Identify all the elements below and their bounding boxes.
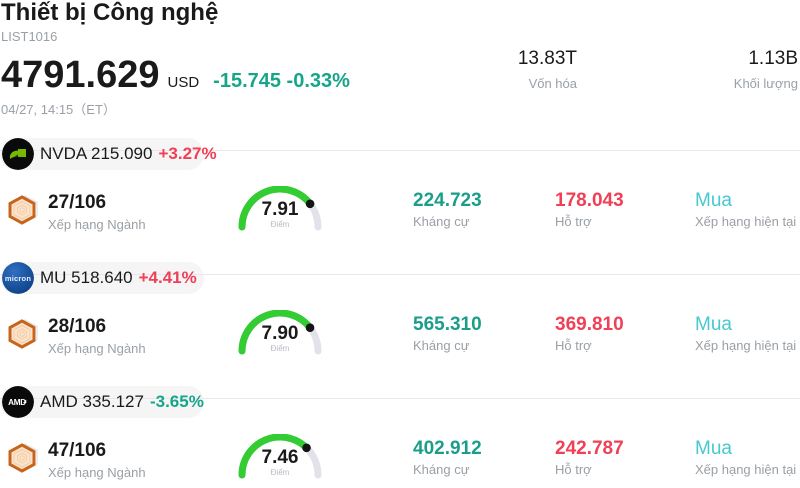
svg-text:AMD: AMD xyxy=(8,398,26,407)
svg-text:micron: micron xyxy=(5,274,31,283)
